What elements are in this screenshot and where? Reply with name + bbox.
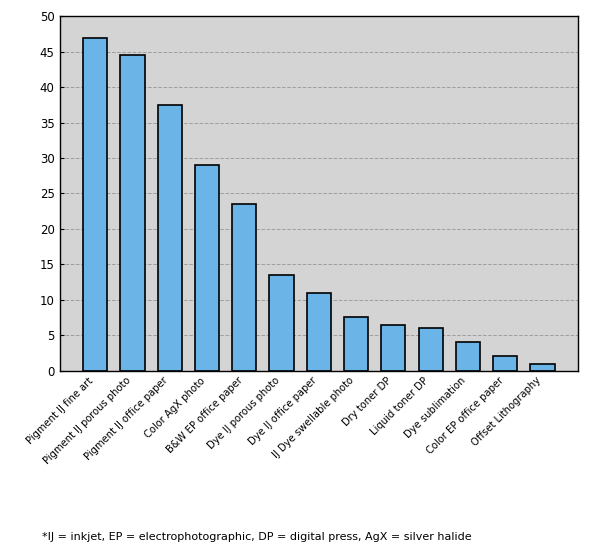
Bar [381, 324, 405, 371]
Bar [456, 342, 480, 371]
Bar [493, 356, 517, 371]
Bar [307, 293, 331, 371]
Bar [195, 165, 219, 371]
Bar [344, 317, 368, 371]
Bar [530, 364, 554, 371]
Bar [158, 105, 182, 371]
Bar [418, 328, 443, 371]
Text: *IJ = inkjet, EP = electrophotographic, DP = digital press, AgX = silver halide: *IJ = inkjet, EP = electrophotographic, … [42, 532, 471, 542]
Bar [120, 55, 145, 371]
Bar [83, 38, 107, 371]
Bar [269, 275, 294, 371]
Bar [232, 204, 256, 371]
